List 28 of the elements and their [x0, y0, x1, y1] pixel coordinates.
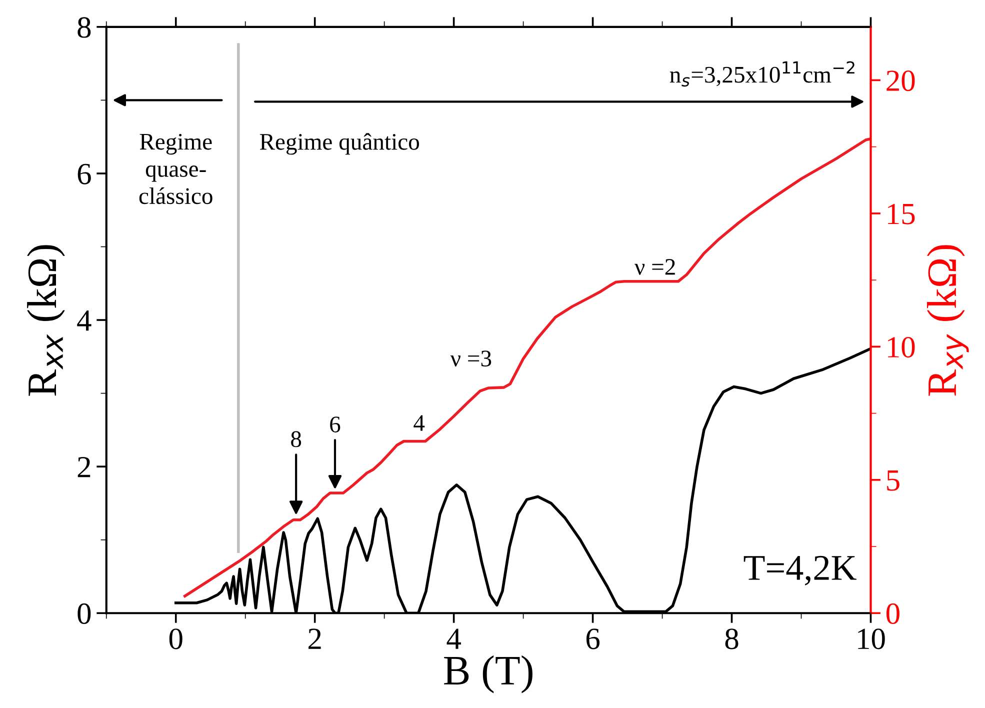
annotation: Regime quântico — [260, 133, 419, 155]
x-tick-label: 4 — [446, 628, 461, 649]
annotation: Regime quase- clássico — [139, 134, 212, 204]
y2-tick-label: 5 — [887, 470, 900, 491]
y-tick-label: 2 — [78, 456, 90, 478]
x-tick-label: 0 — [169, 628, 182, 650]
annotation: ν =3 — [450, 350, 492, 367]
annotation: 4 — [414, 415, 425, 431]
y2-tick-label: 0 — [886, 603, 900, 624]
y-tick-label: 6 — [78, 164, 91, 184]
x-tick-label: 2 — [308, 628, 321, 649]
y-tick-label: 0 — [78, 603, 91, 624]
annotation: 8 — [291, 431, 302, 448]
x-tick-label: 10 — [858, 628, 885, 650]
x-tick-label: 8 — [725, 628, 738, 650]
annotation: 6 — [330, 416, 340, 432]
annotation: n$_{s}$=3,25x10$^{11}$cm$^{−2}$ — [670, 61, 854, 87]
x-axis-title: B (T) — [444, 655, 532, 694]
y-tick-label: 8 — [78, 17, 91, 38]
x-tick-label: 6 — [586, 628, 600, 650]
annotation: T=4,2K — [744, 556, 856, 586]
y2-tick-label: 10 — [888, 336, 915, 358]
y-axis-title: R$_{xx}$ (kΩ) — [27, 245, 65, 396]
annotation: ν =2 — [634, 259, 675, 275]
y2-axis-title: R$_{xy}$ (kΩ) — [926, 245, 969, 396]
y2-tick-label: 20 — [886, 70, 915, 92]
y-tick-label: 4 — [77, 310, 92, 331]
y2-tick-label: 15 — [888, 204, 915, 224]
